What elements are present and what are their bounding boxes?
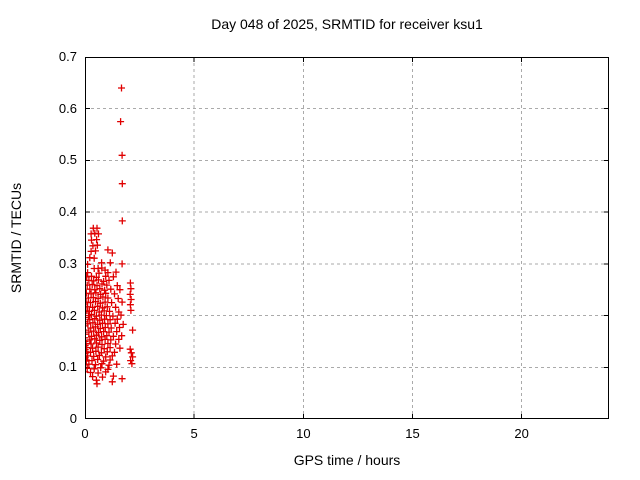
x-tick-label: 20: [514, 426, 529, 441]
x-axis-label: GPS time / hours: [293, 452, 401, 468]
plot-area: [85, 57, 609, 419]
x-tick-label: 5: [190, 426, 198, 441]
y-tick-label: 0.4: [58, 204, 77, 220]
y-tick-label: 0.7: [58, 49, 77, 64]
y-tick-label: 0.3: [58, 255, 77, 271]
x-tick-label: 0: [81, 426, 89, 441]
y-axis-label: SRMTID / TECUs: [8, 182, 24, 294]
axis-ticks: [85, 57, 609, 419]
chart-title: Day 048 of 2025, SRMTID for receiver ksu…: [211, 16, 483, 32]
y-tick-label: 0.2: [58, 307, 77, 323]
y-tick-label: 0.6: [58, 100, 77, 116]
x-tick-label: 15: [405, 426, 420, 441]
data-points: [85, 84, 137, 388]
x-tick-label: 10: [296, 426, 311, 441]
y-tick-label: 0: [69, 411, 77, 426]
plot-border: [85, 57, 609, 419]
grid-lines: [85, 57, 609, 419]
y-tick-label: 0.5: [58, 152, 77, 168]
y-tick-label: 0.1: [58, 359, 77, 375]
